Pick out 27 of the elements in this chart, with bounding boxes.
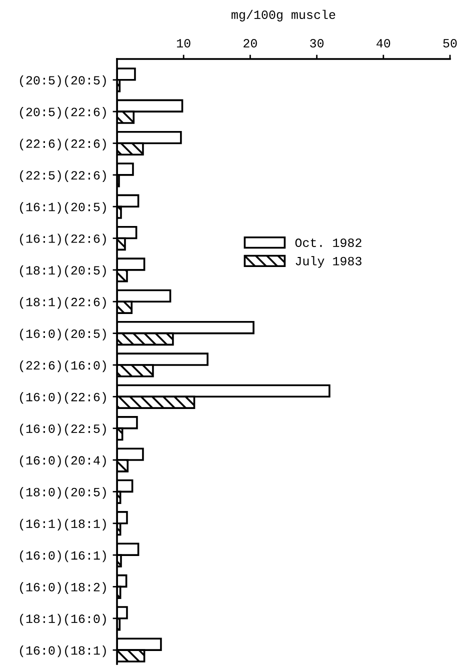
y-tick-label: (22:6)(16:0) bbox=[20, 360, 106, 372]
y-tick-label: (18:0)(20:5) bbox=[20, 487, 106, 499]
y-tick-label: (20:5)(22:6) bbox=[20, 107, 106, 119]
y-tick-label: (22:6)(22:6) bbox=[20, 138, 106, 150]
y-tick-label: (16:1)(18:1) bbox=[20, 518, 106, 530]
y-tick-label: (16:0)(22:6) bbox=[20, 392, 106, 404]
legend-label: July 1983 bbox=[296, 256, 362, 268]
y-tick-label: (16:0)(18:1) bbox=[20, 646, 106, 658]
y-tick-label: (16:1)(22:6) bbox=[20, 234, 106, 246]
x-axis-title: mg/100g muscle bbox=[232, 10, 336, 22]
y-tick-label: (16:0)(22:5) bbox=[20, 424, 106, 436]
y-tick-label: (22:5)(22:6) bbox=[20, 170, 106, 182]
x-tick-label: 10 bbox=[177, 39, 190, 48]
y-tick-label: (16:0)(20:5) bbox=[20, 328, 106, 340]
y-tick-label: (20:5)(20:5) bbox=[20, 75, 106, 88]
y-tick-label: (18:1)(20:5) bbox=[20, 265, 106, 278]
x-tick-label: 30 bbox=[310, 39, 324, 48]
x-tick-label: 50 bbox=[443, 39, 457, 48]
y-tick-label: (16:1)(20:5) bbox=[20, 202, 106, 214]
y-tick-label: (16:0)(20:4) bbox=[20, 455, 106, 468]
y-tick-label: (16:0)(18:2) bbox=[20, 582, 106, 594]
y-tick-label: (16:0)(16:1) bbox=[20, 550, 106, 562]
y-tick-label: (18:1)(16:0) bbox=[20, 614, 106, 626]
x-tick-label: 40 bbox=[376, 39, 390, 48]
x-tick-label: 20 bbox=[244, 39, 257, 48]
legend-label: Oct. 1982 bbox=[295, 238, 362, 248]
y-tick-label: (18:1)(22:6) bbox=[20, 297, 106, 309]
